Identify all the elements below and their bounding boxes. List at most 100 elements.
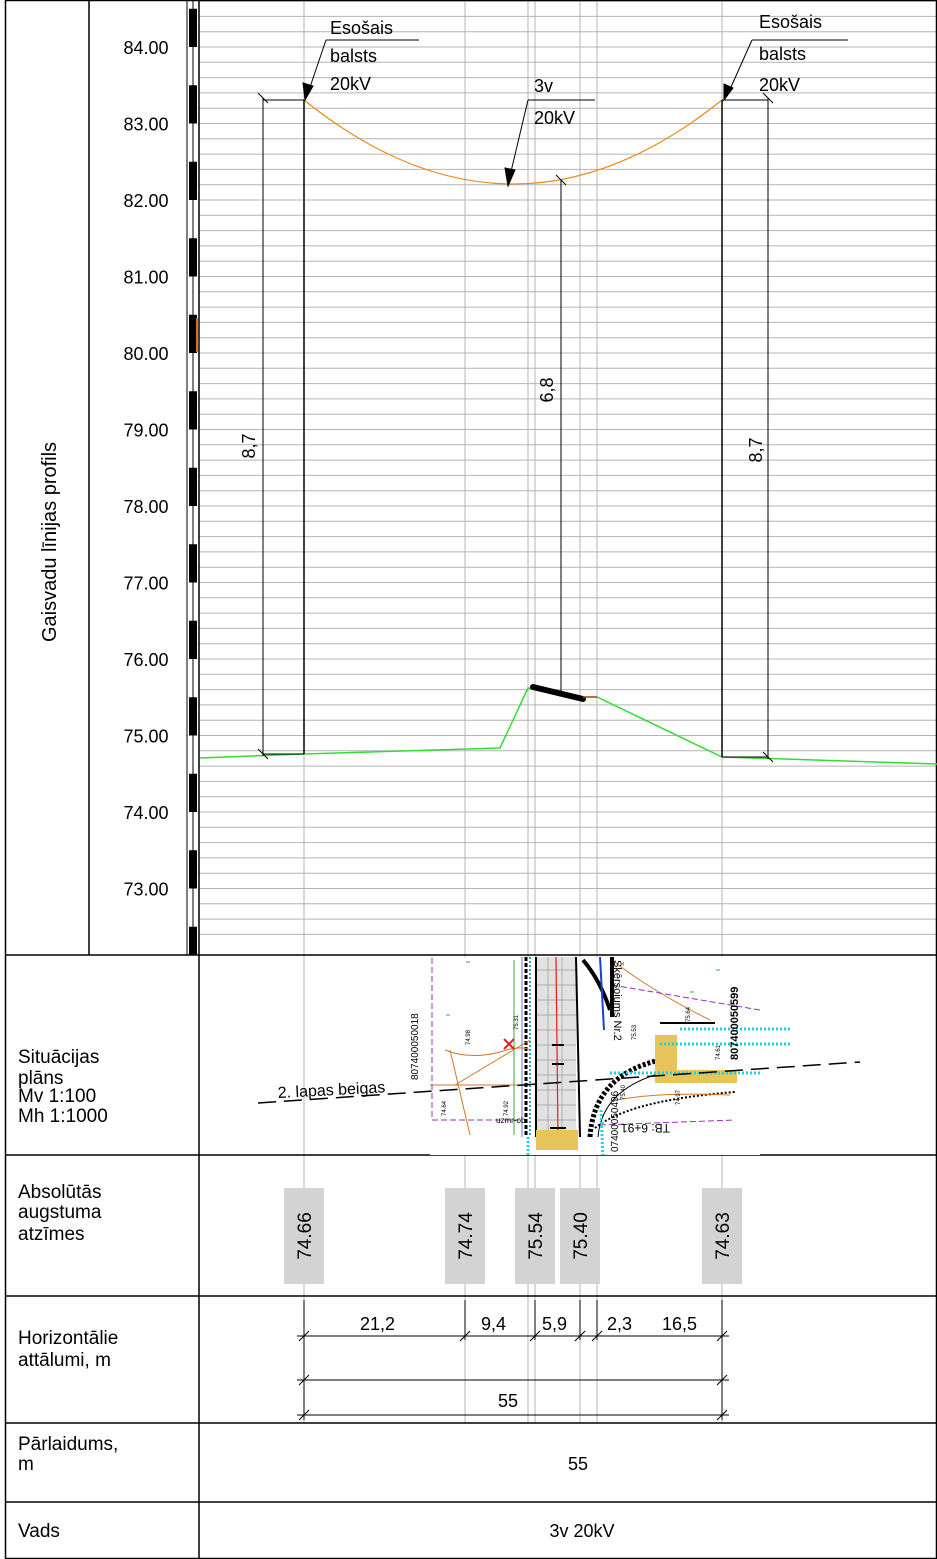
wire-value: 3v 20kV bbox=[549, 1521, 614, 1541]
plan-spot-values: 75.31 75.64 75.53 74.64 74.92 75.40 74.9… bbox=[442, 1006, 722, 1116]
distance-dims bbox=[297, 1300, 729, 1421]
svg-text:20kV: 20kV bbox=[330, 74, 371, 94]
row-label-elevations: Absolūtās augstuma atzīmes bbox=[18, 1182, 102, 1245]
row-label-distances: Horizontālie attālumi, m bbox=[18, 1328, 118, 1371]
svg-text:74.63: 74.63 bbox=[713, 1212, 734, 1260]
svg-text:Pārlaidums,: Pārlaidums, bbox=[18, 1434, 118, 1455]
svg-text:Horizontālie: Horizontālie bbox=[18, 1328, 118, 1349]
line-callout: 3v 20kV bbox=[534, 76, 575, 128]
elevation-value: 74.66 bbox=[284, 1188, 324, 1284]
clearance-middle-label: 6,8 bbox=[537, 377, 557, 402]
road-label: uzmr-ob bbox=[496, 1116, 526, 1125]
svg-text:balsts: balsts bbox=[759, 44, 806, 64]
svg-text:Situācijas: Situācijas bbox=[18, 1047, 99, 1068]
scale-bar-block bbox=[189, 85, 197, 124]
svg-text:16,5: 16,5 bbox=[662, 1314, 697, 1334]
callout-leaders bbox=[302, 39, 848, 188]
svg-text:augstuma: augstuma bbox=[18, 1202, 102, 1223]
elevation-tick-label: 78.00 bbox=[123, 497, 168, 517]
svg-text:75.40: 75.40 bbox=[621, 1084, 627, 1100]
scale-bar-block bbox=[189, 850, 197, 889]
svg-text:74.66: 74.66 bbox=[295, 1212, 316, 1260]
elevation-tick-label: 74.00 bbox=[123, 803, 168, 823]
svg-text:plāns: plāns bbox=[18, 1068, 63, 1089]
svg-text:attālumi, m: attālumi, m bbox=[18, 1350, 111, 1371]
elevation-value: 74.74 bbox=[445, 1188, 485, 1284]
svg-text:21,2: 21,2 bbox=[360, 1314, 395, 1334]
svg-text:20kV: 20kV bbox=[759, 75, 800, 95]
svg-text:Esošais: Esošais bbox=[330, 18, 393, 38]
scale-bar-block bbox=[189, 391, 197, 430]
clearance-dims bbox=[257, 92, 774, 763]
svg-text:balsts: balsts bbox=[330, 46, 377, 66]
elevation-value: 74.63 bbox=[702, 1188, 742, 1284]
elevation-scale-bar bbox=[189, 0, 197, 955]
svg-text:74.98: 74.98 bbox=[466, 1029, 472, 1045]
station-label: TB: 6+91 bbox=[621, 1121, 670, 1135]
sheet-end-line bbox=[257, 1061, 861, 1104]
svg-text:Mh 1:1000: Mh 1:1000 bbox=[18, 1106, 108, 1127]
svg-text:Absolūtās: Absolūtās bbox=[18, 1182, 101, 1203]
road-surface bbox=[530, 684, 586, 702]
scale-bar-block bbox=[189, 238, 197, 277]
elevation-value: 75.54 bbox=[515, 1188, 555, 1284]
svg-text:75.31: 75.31 bbox=[514, 1014, 520, 1030]
station-lines bbox=[303, 0, 723, 1423]
horizontal-grid bbox=[199, 0, 937, 935]
clearance-left-label: 8,7 bbox=[239, 433, 259, 458]
svg-text:2,3: 2,3 bbox=[607, 1314, 632, 1334]
scale-bar-block bbox=[189, 314, 197, 353]
ground-line bbox=[199, 687, 937, 765]
elevation-tick-label: 84.00 bbox=[123, 38, 168, 58]
elevation-tick-label: 77.00 bbox=[123, 574, 168, 594]
scale-bar-block bbox=[189, 8, 197, 47]
svg-text:75.53: 75.53 bbox=[632, 1024, 638, 1040]
situation-plan: Šķērsojums Nr.2 807400050018 80740005059… bbox=[410, 956, 792, 1155]
elevation-ticks: 84.00 83.00 82.00 81.00 80.00 79.00 78.00 77.00… bbox=[123, 38, 168, 900]
clearance-right-label: 8,7 bbox=[746, 437, 766, 462]
svg-text:55: 55 bbox=[498, 1391, 518, 1411]
elevation-values: 74.66 74.74 75.54 75.40 74.63 bbox=[284, 1188, 742, 1284]
scale-bar-block bbox=[189, 697, 197, 736]
parcel-a-label: 807400050018 bbox=[410, 1013, 421, 1080]
scale-bar-block bbox=[189, 620, 197, 659]
crossing-label: Šķērsojums Nr.2 bbox=[611, 960, 624, 1041]
left-pole-callout: Esošais balsts 20kV bbox=[330, 18, 393, 94]
svg-text:Esošais: Esošais bbox=[759, 12, 822, 32]
svg-text:3v: 3v bbox=[534, 76, 553, 96]
svg-text:74.61: 74.61 bbox=[716, 1044, 722, 1060]
svg-text:9,4: 9,4 bbox=[481, 1314, 506, 1334]
row-label-span: Pārlaidums, m bbox=[18, 1434, 118, 1475]
svg-text:m: m bbox=[18, 1454, 34, 1475]
svg-text:74.92: 74.92 bbox=[504, 1100, 510, 1116]
elevation-tick-label: 81.00 bbox=[123, 268, 168, 288]
elevation-tick-label: 73.00 bbox=[123, 880, 168, 900]
parcel-c-label: 07400050496 bbox=[610, 1090, 621, 1152]
svg-text:74.74: 74.74 bbox=[456, 1212, 477, 1260]
right-pole-callout: Esošais balsts 20kV bbox=[759, 12, 822, 95]
scale-bar-block bbox=[189, 161, 197, 200]
svg-text:Mv 1:100: Mv 1:100 bbox=[18, 1086, 96, 1107]
distance-values: 21,2 9,4 5,9 2,3 16,5 55 bbox=[360, 1314, 697, 1411]
parcel-b-label: 807400050599 bbox=[729, 987, 741, 1060]
span-value: 55 bbox=[568, 1454, 588, 1474]
profile-title: Gaisvadu līnijas profils bbox=[39, 442, 61, 642]
elevation-tick-label: 82.00 bbox=[123, 191, 168, 211]
svg-text:75.64: 75.64 bbox=[686, 1006, 692, 1022]
row-label-situation: Situācijas plāns Mv 1:100 Mh 1:1000 bbox=[18, 1047, 108, 1127]
svg-text:74.97: 74.97 bbox=[676, 1089, 682, 1105]
scale-bar-block bbox=[189, 926, 197, 955]
conductor-curve bbox=[303, 99, 723, 185]
elevation-tick-label: 83.00 bbox=[123, 115, 168, 135]
elevation-tick-label: 80.00 bbox=[123, 344, 168, 364]
elevation-tick-label: 75.00 bbox=[123, 727, 168, 747]
scale-bar-block bbox=[189, 467, 197, 506]
sheet-end-label: 2. lapas beigas bbox=[277, 1079, 385, 1102]
svg-text:74.64: 74.64 bbox=[442, 1100, 448, 1116]
svg-text:5,9: 5,9 bbox=[542, 1314, 567, 1334]
svg-text:75.40: 75.40 bbox=[571, 1212, 592, 1260]
elevation-value: 75.40 bbox=[560, 1188, 600, 1284]
elevation-tick-label: 79.00 bbox=[123, 421, 168, 441]
svg-text:20kV: 20kV bbox=[534, 108, 575, 128]
